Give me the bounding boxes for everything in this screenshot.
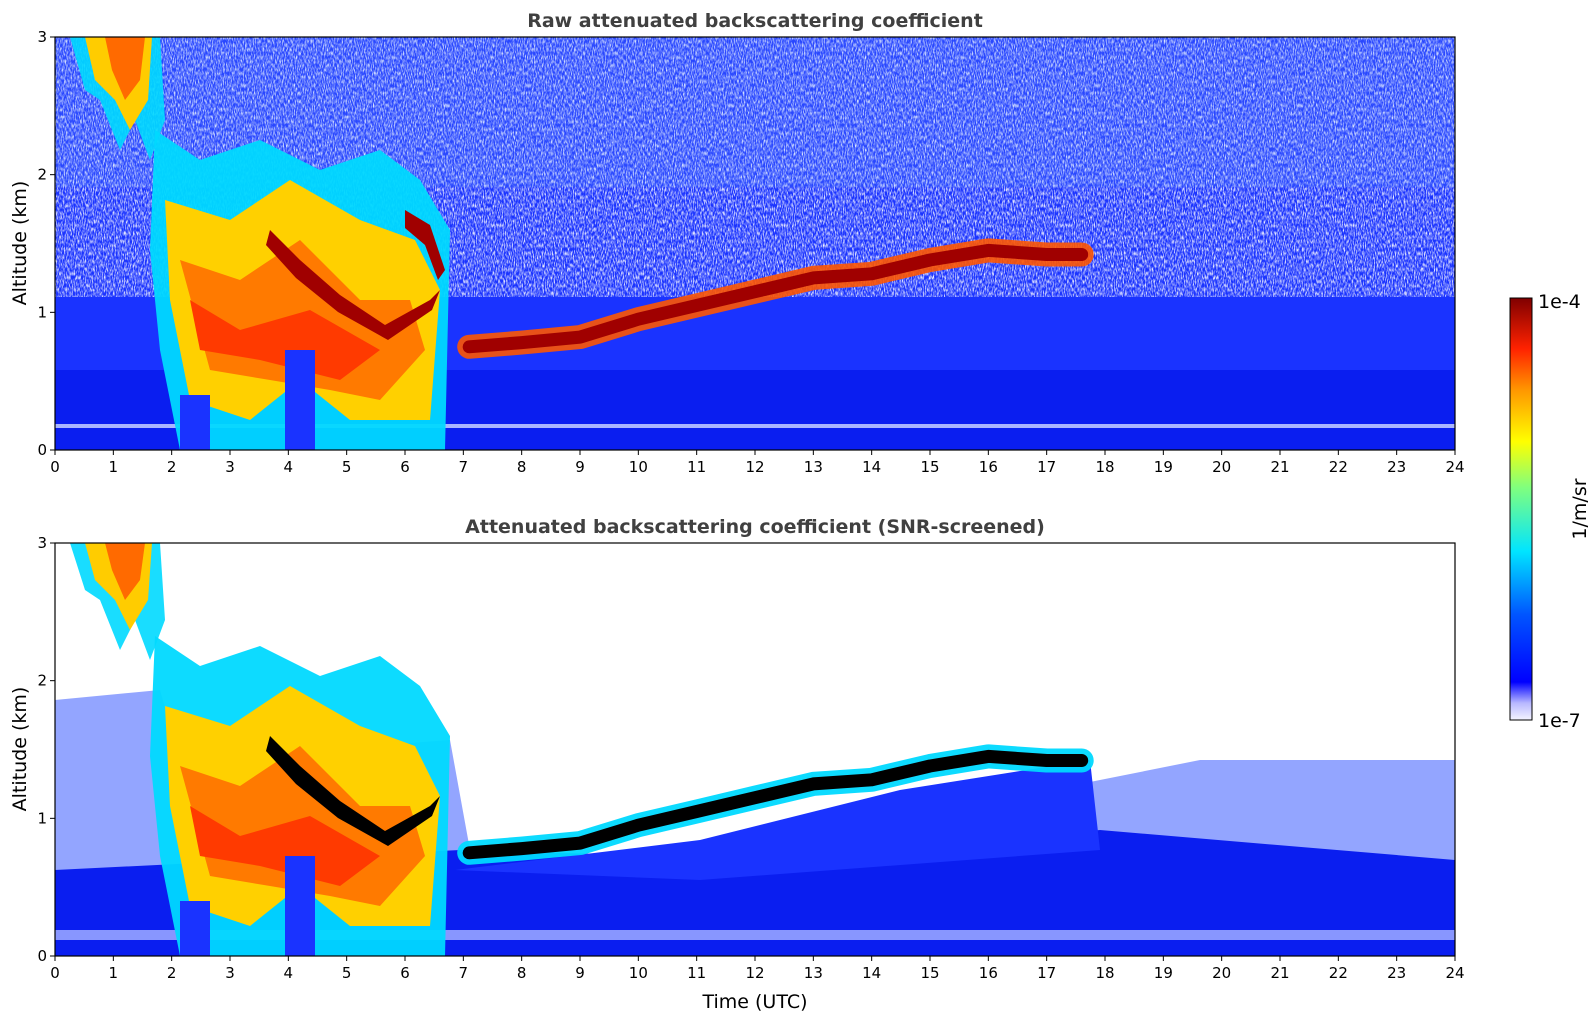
x-tick-label: 20 xyxy=(1212,458,1231,476)
x-tick-label: 18 xyxy=(1095,458,1114,476)
x-tick-label: 13 xyxy=(804,458,823,476)
y-tick-label: 2 xyxy=(37,166,47,184)
x-tick-label: 14 xyxy=(862,964,881,982)
x-tick-label: 8 xyxy=(517,964,527,982)
x-tick-label: 6 xyxy=(400,964,410,982)
x-tick-label: 16 xyxy=(979,964,998,982)
x-tick-label: 7 xyxy=(459,964,469,982)
x-tick-label: 14 xyxy=(862,458,881,476)
panel2-near-field-band xyxy=(55,930,1455,940)
x-tick-label: 3 xyxy=(225,964,235,982)
y-tick-label: 3 xyxy=(37,534,47,552)
x-tick-label: 6 xyxy=(400,458,410,476)
x-tick-label: 2 xyxy=(167,964,177,982)
x-tick-label: 1 xyxy=(109,458,119,476)
x-tick-label: 5 xyxy=(342,964,352,982)
panel1-heatmap xyxy=(55,37,1455,450)
x-tick-label: 12 xyxy=(745,964,764,982)
x-tick-label: 21 xyxy=(1270,458,1289,476)
x-tick-label: 24 xyxy=(1445,964,1464,982)
x-tick-label: 5 xyxy=(342,458,352,476)
x-tick-label: 19 xyxy=(1154,964,1173,982)
x-tick-label: 21 xyxy=(1270,964,1289,982)
x-tick-label: 9 xyxy=(575,964,585,982)
panel1-y-label: Altitude (km) xyxy=(9,181,31,306)
x-tick-label: 15 xyxy=(920,964,939,982)
x-tick-label: 22 xyxy=(1329,458,1348,476)
y-tick-label: 3 xyxy=(37,28,47,46)
panel1-cloud-layer xyxy=(462,243,1089,354)
x-tick-label: 9 xyxy=(575,458,585,476)
x-tick-label: 16 xyxy=(979,458,998,476)
y-tick-label: 0 xyxy=(37,947,47,965)
snr-screened-panel: Attenuated backscattering coefficient (S… xyxy=(9,516,1465,1013)
x-tick-label: 11 xyxy=(687,964,706,982)
x-tick-label: 2 xyxy=(167,458,177,476)
x-tick-label: 4 xyxy=(284,458,294,476)
colorbar-min-label: 1e-7 xyxy=(1538,710,1581,732)
x-tick-label: 23 xyxy=(1387,458,1406,476)
panel2-y-axis: 0 1 2 3 xyxy=(37,534,55,965)
x-tick-label: 11 xyxy=(687,458,706,476)
x-tick-label: 0 xyxy=(50,458,60,476)
panel2-cloud-layer xyxy=(462,749,1089,860)
x-tick-label: 15 xyxy=(920,458,939,476)
y-tick-label: 1 xyxy=(37,303,47,321)
x-tick-label: 20 xyxy=(1212,964,1231,982)
colorbar-max-label: 1e-4 xyxy=(1538,291,1581,313)
panel1-y-axis: 0 1 2 3 xyxy=(37,28,55,459)
y-tick-label: 1 xyxy=(37,809,47,827)
x-tick-label: 1 xyxy=(109,964,119,982)
x-tick-label: 10 xyxy=(629,458,648,476)
colorbar-gradient xyxy=(1509,297,1533,721)
x-tick-label: 3 xyxy=(225,458,235,476)
raw-backscatter-panel: Raw attenuated backscattering coefficien… xyxy=(9,10,1465,476)
panel2-title: Attenuated backscattering coefficient (S… xyxy=(465,516,1045,538)
x-tick-label: 13 xyxy=(804,964,823,982)
x-tick-label: 12 xyxy=(745,458,764,476)
x-tick-label: 10 xyxy=(629,964,648,982)
x-tick-label: 7 xyxy=(459,458,469,476)
panel2-y-label: Altitude (km) xyxy=(9,687,31,812)
panel2-sub-layer-signal xyxy=(455,760,1100,880)
panel2-x-label: Time (UTC) xyxy=(701,991,807,1013)
x-tick-label: 17 xyxy=(1037,458,1056,476)
x-tick-label: 24 xyxy=(1445,458,1464,476)
x-tick-label: 8 xyxy=(517,458,527,476)
x-tick-label: 18 xyxy=(1095,964,1114,982)
panel2-heatmap xyxy=(55,543,1455,956)
panel1-near-field-band xyxy=(55,424,1455,428)
colorbar: 1e-4 1e-7 1/m/sr xyxy=(1509,291,1591,732)
x-tick-label: 22 xyxy=(1329,964,1348,982)
panel2-x-axis: 0 1 2 3 4 5 6 7 8 9 10 11 12 13 14 15 16 17 18 19 20 21 22 23 24 xyxy=(50,956,1465,982)
x-tick-label: 17 xyxy=(1037,964,1056,982)
x-tick-label: 0 xyxy=(50,964,60,982)
panel1-x-axis: 0 1 2 3 4 5 6 7 8 9 10 11 12 13 14 15 16 17 18 19 20 21 22 23 24 xyxy=(50,450,1465,476)
x-tick-label: 19 xyxy=(1154,458,1173,476)
x-tick-label: 4 xyxy=(284,964,294,982)
panel2-cloud-plume xyxy=(70,543,450,956)
y-tick-label: 2 xyxy=(37,672,47,690)
y-tick-label: 0 xyxy=(37,441,47,459)
panel1-cloud-plume xyxy=(70,37,450,450)
x-tick-label: 23 xyxy=(1387,964,1406,982)
panel1-title: Raw attenuated backscattering coefficien… xyxy=(527,10,983,32)
colorbar-unit-label: 1/m/sr xyxy=(1569,478,1591,539)
